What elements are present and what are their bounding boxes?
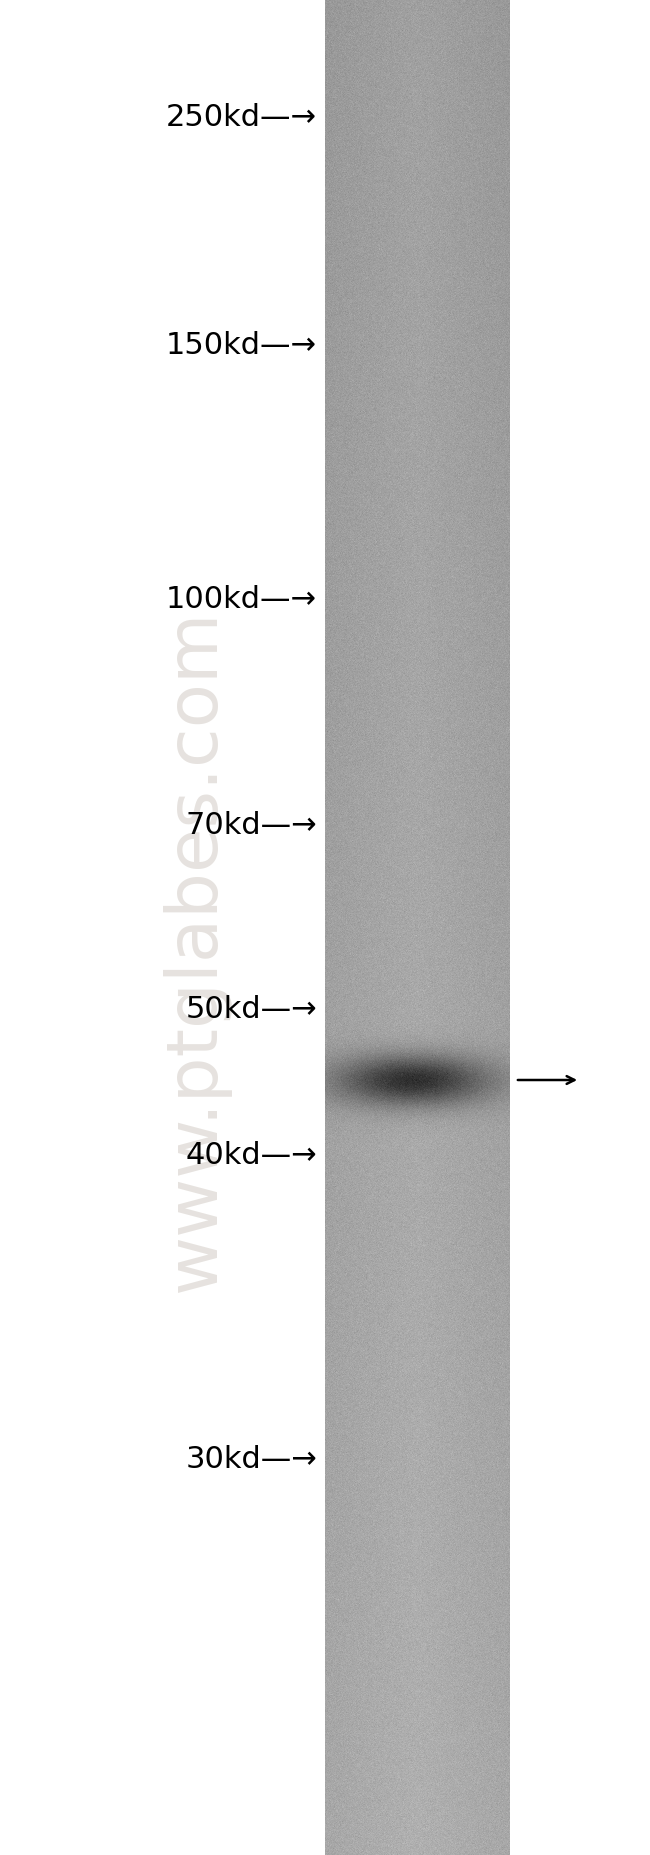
Text: 150kd—→: 150kd—→ xyxy=(166,330,317,360)
Text: 50kd—→: 50kd—→ xyxy=(185,996,317,1024)
Text: www.ptglabes.com: www.ptglabes.com xyxy=(161,608,229,1291)
Text: 40kd—→: 40kd—→ xyxy=(185,1141,317,1169)
Text: 30kd—→: 30kd—→ xyxy=(185,1445,317,1475)
Text: 70kd—→: 70kd—→ xyxy=(185,811,317,840)
Text: 100kd—→: 100kd—→ xyxy=(166,586,317,614)
Text: 250kd—→: 250kd—→ xyxy=(166,104,317,132)
